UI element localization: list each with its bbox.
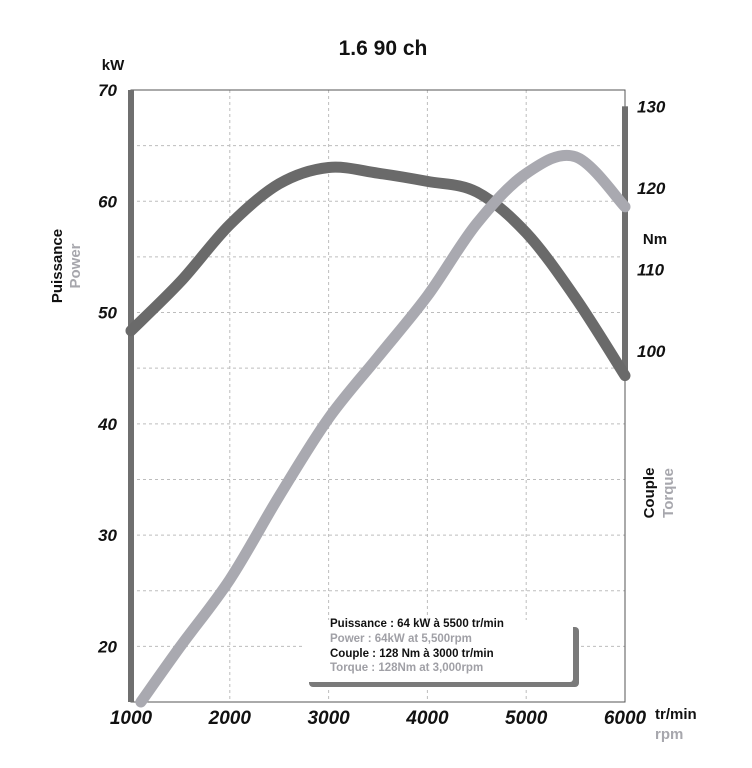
left-tick-label: 40 (97, 415, 117, 434)
left-tick-label: 60 (98, 192, 117, 211)
legend-line-power-fr: Puissance : 64 kW à 5500 tr/min (330, 618, 504, 630)
right-tick-label: 120 (637, 179, 666, 198)
left-tick-label: 50 (98, 304, 117, 323)
legend-line-torque-fr: Couple : 128 Nm à 3000 tr/min (330, 648, 494, 660)
left-axis-ticks: 20 30 40 50 60 70 (97, 81, 117, 656)
x-axis-label: tr/min (655, 706, 697, 723)
left-axis-title-secondary: Power (67, 243, 84, 288)
left-axis-bar (128, 90, 134, 702)
left-tick-label: 20 (97, 637, 117, 656)
left-tick-label: 70 (98, 81, 117, 100)
x-tick-label: 3000 (307, 708, 350, 729)
power-curve (135, 149, 631, 708)
legend-box (303, 620, 573, 682)
x-tick-label: 4000 (405, 708, 449, 729)
right-tick-label: 100 (637, 342, 666, 361)
left-axis-title: Puissance (49, 229, 66, 303)
right-tick-label: 130 (637, 97, 666, 116)
x-tick-label: 5000 (505, 708, 548, 729)
x-tick-label: 1000 (110, 708, 153, 729)
series-lines (125, 149, 631, 708)
x-tick-label: 6000 (604, 708, 647, 729)
x-tick-label: 2000 (208, 708, 252, 729)
legend-line-power-en: Power : 64kW at 5,500rpm (330, 633, 472, 645)
right-unit-label: Nm (643, 231, 667, 248)
left-tick-label: 30 (98, 526, 117, 545)
chart-title: 1.6 90 ch (339, 37, 428, 60)
right-tick-label: 110 (637, 261, 665, 280)
x-axis-ticks: 1000 2000 3000 4000 5000 6000 (110, 708, 647, 729)
torque-curve (125, 161, 631, 382)
legend-line-torque-en: Torque : 128Nm at 3,000rpm (330, 662, 483, 674)
right-axis-bar (622, 106, 628, 376)
left-unit-label: kW (102, 57, 125, 74)
right-axis-title-secondary: Torque (660, 468, 677, 518)
right-axis-title: Couple (641, 468, 658, 519)
x-axis-label-secondary: rpm (655, 726, 683, 743)
legend: Puissance : 64 kW à 5500 tr/min Power : … (303, 618, 579, 687)
right-axis-ticks: 100 110 120 130 (637, 97, 666, 361)
